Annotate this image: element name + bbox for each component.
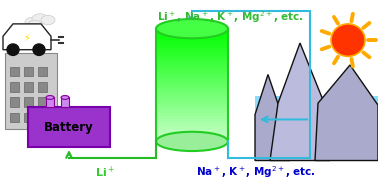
FancyBboxPatch shape: [38, 97, 47, 107]
FancyBboxPatch shape: [28, 107, 110, 147]
Polygon shape: [5, 53, 57, 129]
Polygon shape: [156, 29, 228, 31]
FancyBboxPatch shape: [61, 97, 69, 107]
Polygon shape: [156, 71, 228, 74]
Polygon shape: [156, 31, 228, 34]
Polygon shape: [156, 130, 228, 133]
Polygon shape: [156, 60, 228, 62]
Polygon shape: [255, 74, 290, 161]
Polygon shape: [156, 91, 228, 94]
Ellipse shape: [46, 96, 54, 99]
Polygon shape: [156, 94, 228, 96]
FancyBboxPatch shape: [38, 82, 47, 92]
Ellipse shape: [25, 17, 39, 27]
Polygon shape: [156, 51, 228, 54]
Polygon shape: [156, 74, 228, 77]
Ellipse shape: [61, 96, 69, 99]
Polygon shape: [156, 57, 228, 60]
Ellipse shape: [33, 44, 45, 55]
Polygon shape: [156, 108, 228, 110]
Polygon shape: [156, 46, 228, 48]
Polygon shape: [156, 65, 228, 68]
Polygon shape: [156, 48, 228, 51]
Ellipse shape: [28, 20, 42, 29]
Polygon shape: [156, 119, 228, 122]
Ellipse shape: [32, 14, 48, 24]
FancyBboxPatch shape: [24, 97, 33, 107]
Ellipse shape: [331, 24, 365, 56]
FancyBboxPatch shape: [38, 113, 47, 122]
FancyBboxPatch shape: [24, 82, 33, 92]
Polygon shape: [156, 122, 228, 124]
Text: Li$^+$, Na$^+$, K$^+$, Mg$^{2+}$, etc.: Li$^+$, Na$^+$, K$^+$, Mg$^{2+}$, etc.: [156, 9, 304, 25]
Polygon shape: [156, 77, 228, 79]
Polygon shape: [156, 124, 228, 127]
Ellipse shape: [41, 15, 55, 25]
Polygon shape: [3, 24, 51, 50]
Polygon shape: [156, 68, 228, 71]
Polygon shape: [156, 102, 228, 105]
Polygon shape: [156, 88, 228, 91]
FancyBboxPatch shape: [10, 113, 19, 122]
Polygon shape: [270, 43, 330, 161]
Text: Li$^+$: Li$^+$: [95, 164, 115, 180]
Ellipse shape: [156, 19, 228, 38]
FancyBboxPatch shape: [10, 67, 19, 76]
FancyBboxPatch shape: [24, 67, 33, 76]
FancyBboxPatch shape: [24, 113, 33, 122]
Polygon shape: [156, 40, 228, 43]
Polygon shape: [156, 43, 228, 46]
Text: Battery: Battery: [44, 121, 94, 134]
Polygon shape: [255, 96, 378, 161]
Polygon shape: [156, 110, 228, 113]
Text: Na$^+$, K$^+$, Mg$^{2+}$, etc.: Na$^+$, K$^+$, Mg$^{2+}$, etc.: [196, 164, 316, 180]
Polygon shape: [156, 136, 228, 139]
Polygon shape: [156, 54, 228, 57]
Polygon shape: [156, 133, 228, 136]
Polygon shape: [156, 34, 228, 37]
Polygon shape: [156, 127, 228, 130]
Polygon shape: [156, 96, 228, 99]
Polygon shape: [315, 65, 378, 161]
FancyBboxPatch shape: [10, 97, 19, 107]
Polygon shape: [156, 105, 228, 108]
Polygon shape: [156, 82, 228, 85]
Polygon shape: [156, 37, 228, 40]
Ellipse shape: [156, 132, 228, 151]
Polygon shape: [156, 62, 228, 65]
FancyBboxPatch shape: [38, 67, 47, 76]
FancyBboxPatch shape: [46, 97, 54, 107]
Ellipse shape: [7, 44, 19, 55]
Polygon shape: [156, 116, 228, 119]
FancyBboxPatch shape: [10, 82, 19, 92]
Polygon shape: [156, 139, 228, 141]
Polygon shape: [156, 99, 228, 102]
Text: ⚡: ⚡: [23, 33, 31, 43]
Polygon shape: [156, 113, 228, 116]
Polygon shape: [156, 85, 228, 88]
Polygon shape: [156, 79, 228, 82]
